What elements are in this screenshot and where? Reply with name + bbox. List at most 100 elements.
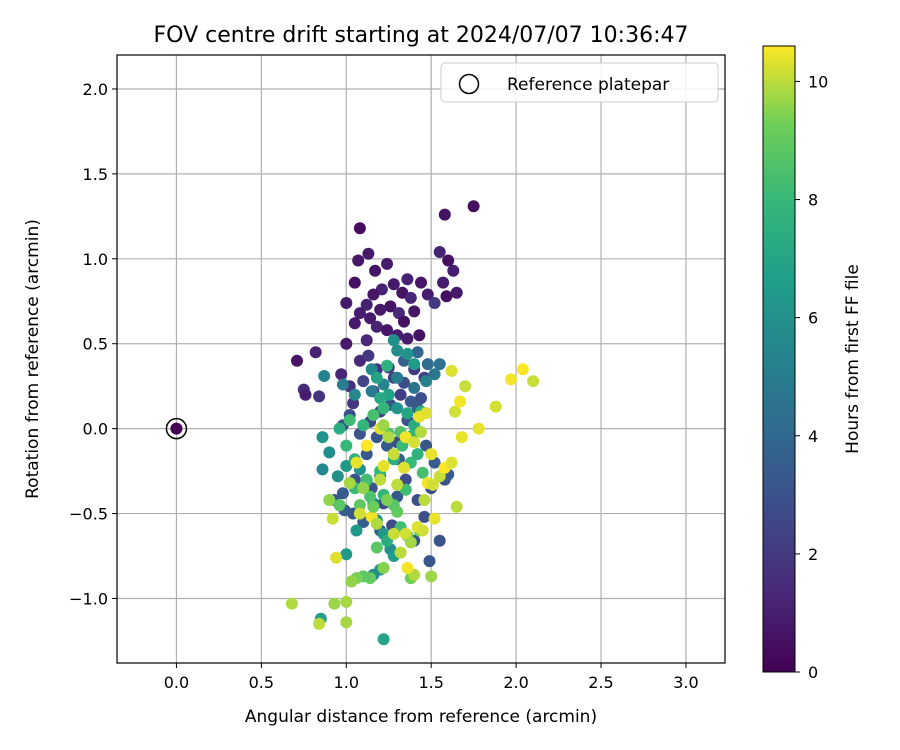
data-point — [370, 517, 383, 530]
data-point — [433, 246, 446, 258]
data-point — [445, 456, 458, 469]
data-point — [370, 320, 383, 333]
data-point — [336, 378, 349, 391]
data-point — [362, 247, 375, 260]
data-point — [364, 312, 377, 325]
data-point — [394, 546, 407, 559]
data-point — [367, 288, 380, 301]
data-point — [377, 460, 390, 472]
legend-box — [440, 62, 719, 103]
data-point — [437, 276, 450, 289]
data-point — [340, 595, 353, 608]
data-point — [313, 617, 326, 630]
data-point — [416, 524, 429, 537]
data-point — [323, 446, 336, 459]
data-point — [357, 419, 370, 432]
data-point — [411, 346, 424, 359]
data-point — [404, 536, 417, 549]
data-point — [340, 548, 353, 561]
data-point — [369, 264, 382, 277]
data-point — [413, 410, 426, 423]
data-point — [421, 288, 434, 301]
legend: Reference platepar — [440, 62, 719, 103]
data-point — [527, 375, 540, 388]
data-point — [345, 575, 358, 588]
data-point — [418, 494, 431, 506]
data-point — [445, 364, 458, 377]
data-point — [340, 337, 353, 350]
colorbar-tick-label: 4 — [808, 427, 818, 446]
data-point — [391, 478, 404, 491]
data-point — [401, 347, 414, 360]
data-point — [489, 400, 502, 413]
data-point — [381, 324, 393, 337]
data-point — [387, 278, 400, 291]
data-point — [318, 370, 331, 382]
data-point — [374, 473, 387, 486]
data-point — [438, 208, 451, 221]
data-point — [449, 405, 461, 418]
y-tick-label: 2.0 — [83, 80, 108, 99]
data-point — [343, 477, 356, 489]
y-axis-label: Rotation from reference (arcmin) — [23, 219, 43, 499]
data-point — [516, 363, 529, 376]
y-tick-label: −0.5 — [69, 505, 108, 524]
data-point — [401, 561, 414, 574]
data-point — [309, 346, 322, 359]
data-point — [370, 371, 383, 384]
data-point — [387, 334, 400, 347]
data-point — [352, 254, 365, 267]
data-point — [353, 222, 366, 235]
data-points — [170, 200, 540, 646]
data-point — [343, 414, 356, 427]
data-point — [413, 329, 426, 342]
data-point — [291, 354, 303, 367]
data-point — [313, 390, 326, 403]
data-point — [362, 349, 375, 362]
data-point — [421, 358, 434, 371]
data-point — [447, 264, 460, 277]
data-point — [428, 297, 441, 309]
data-point — [391, 402, 404, 415]
data-point — [350, 456, 363, 469]
data-point — [350, 524, 363, 537]
data-point — [360, 448, 373, 461]
data-point — [416, 466, 429, 479]
data-point — [382, 431, 395, 444]
y-axis-ticks: −1.0 −0.5 0.0 0.5 1.0 1.5 2.0 — [69, 80, 117, 608]
y-tick-label: 0.5 — [83, 335, 108, 354]
x-tick-label: 0.0 — [164, 673, 189, 692]
data-point — [454, 395, 467, 408]
data-point — [381, 494, 393, 506]
data-point — [328, 597, 341, 610]
data-point — [505, 373, 517, 386]
data-point — [374, 303, 387, 316]
data-point — [377, 561, 390, 574]
data-point — [377, 633, 390, 646]
data-point — [340, 439, 353, 452]
data-point — [340, 297, 353, 309]
data-point — [360, 334, 373, 347]
colorbar-ticks: 0 2 4 6 8 10 — [795, 72, 828, 682]
data-point — [353, 507, 366, 520]
data-point — [423, 555, 436, 568]
x-tick-label: 0.5 — [249, 673, 274, 692]
data-point — [425, 448, 438, 461]
x-axis-label: Angular distance from reference (arcmin) — [245, 707, 597, 727]
data-point — [335, 368, 348, 381]
data-point — [415, 426, 427, 438]
data-point — [360, 439, 373, 452]
data-point — [415, 392, 427, 405]
data-point — [391, 505, 404, 518]
data-point — [433, 358, 446, 371]
data-point — [316, 463, 329, 476]
data-point — [418, 510, 431, 523]
data-point — [408, 381, 421, 394]
data-point — [387, 527, 400, 540]
data-point — [455, 431, 468, 444]
data-point — [340, 616, 353, 629]
data-point — [428, 368, 441, 381]
y-tick-label: 0.0 — [83, 420, 108, 439]
data-point — [459, 380, 472, 393]
data-point — [348, 276, 361, 289]
